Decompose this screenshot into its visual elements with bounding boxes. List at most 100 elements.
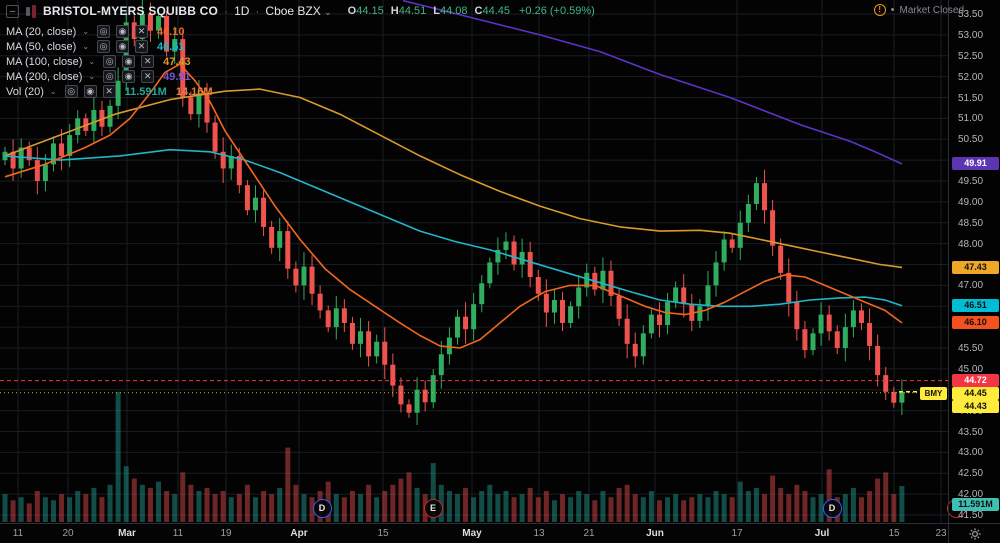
- delayed-data-icon[interactable]: !: [873, 4, 886, 16]
- legend-row-0[interactable]: MA (20, close) ⌄ ◎ ◉ ✕ 46.10: [6, 24, 213, 39]
- candle[interactable]: [317, 285, 323, 319]
- candle[interactable]: [196, 79, 202, 128]
- legend-row-3[interactable]: MA (200, close) ⌄ ◎ ◉ ✕ 49.91: [6, 69, 213, 84]
- candle[interactable]: [640, 325, 646, 365]
- candle[interactable]: [705, 270, 711, 321]
- candle[interactable]: [745, 194, 751, 232]
- candle[interactable]: [899, 379, 905, 416]
- candle[interactable]: [560, 291, 566, 332]
- candle[interactable]: [858, 303, 864, 331]
- candle[interactable]: [164, 11, 170, 57]
- candle[interactable]: [697, 299, 703, 328]
- candle[interactable]: [366, 321, 372, 367]
- candle[interactable]: [850, 300, 856, 338]
- candle[interactable]: [551, 288, 557, 324]
- candle[interactable]: [333, 296, 339, 340]
- candle[interactable]: [34, 146, 40, 195]
- candle[interactable]: [398, 377, 404, 413]
- visibility-icon[interactable]: ◎: [103, 70, 117, 83]
- candle[interactable]: [244, 180, 250, 216]
- remove-icon[interactable]: ✕: [135, 25, 149, 38]
- candle[interactable]: [802, 321, 808, 359]
- candle[interactable]: [762, 169, 768, 224]
- symbol-price-label[interactable]: BMY: [920, 387, 947, 400]
- candle[interactable]: [511, 235, 517, 271]
- candle[interactable]: [358, 317, 364, 358]
- candle[interactable]: [786, 258, 792, 317]
- candle[interactable]: [325, 305, 331, 333]
- legend-row-1[interactable]: MA (50, close) ⌄ ◎ ◉ ✕ 46.51: [6, 39, 213, 54]
- remove-icon[interactable]: ✕: [135, 40, 149, 53]
- candle[interactable]: [422, 380, 428, 412]
- ma-line-ma100[interactable]: [4, 88, 903, 269]
- candle[interactable]: [204, 83, 210, 133]
- candle[interactable]: [810, 328, 816, 356]
- candle[interactable]: [487, 257, 493, 289]
- candle[interactable]: [891, 386, 897, 408]
- candle[interactable]: [252, 185, 258, 223]
- settings-icon[interactable]: ◉: [83, 85, 97, 98]
- candle[interactable]: [269, 220, 275, 254]
- visibility-icon[interactable]: ◎: [64, 85, 78, 98]
- remove-icon[interactable]: ✕: [102, 85, 116, 98]
- candle[interactable]: [75, 110, 81, 144]
- candle[interactable]: [842, 313, 848, 362]
- candle[interactable]: [406, 399, 412, 418]
- ma-line-ma20[interactable]: [4, 63, 903, 349]
- dividend-marker[interactable]: D: [312, 499, 332, 518]
- settings-icon[interactable]: ◉: [122, 55, 136, 68]
- candle[interactable]: [632, 332, 638, 368]
- dividend-marker[interactable]: D: [822, 499, 842, 518]
- visibility-icon[interactable]: ◎: [103, 55, 117, 68]
- candle[interactable]: [220, 137, 226, 183]
- collapse-panel-icon[interactable]: –: [6, 4, 19, 18]
- price-axis[interactable]: 53.50 53.00 52.50 52.00 51.50 51.00 50.50 49.50…: [948, 0, 1000, 523]
- candle[interactable]: [753, 177, 759, 211]
- candle[interactable]: [212, 115, 218, 159]
- candle[interactable]: [867, 308, 873, 361]
- legend-row-4[interactable]: Vol (20) ⌄ ◎ ◉ ✕ 11.591M 14.16M: [6, 84, 213, 99]
- candle[interactable]: [519, 238, 525, 278]
- candle[interactable]: [778, 238, 784, 280]
- candle[interactable]: [390, 353, 396, 397]
- candle[interactable]: [794, 290, 800, 341]
- candle[interactable]: [172, 26, 178, 64]
- candle[interactable]: [818, 302, 824, 346]
- time-axis[interactable]: 11 20 Mar 11 19 Apr 15 May 13 21 Jun 17 Jul 15 23: [0, 523, 948, 543]
- timeframe-selector[interactable]: 1D: [234, 4, 250, 18]
- settings-icon[interactable]: ◉: [116, 25, 130, 38]
- candle[interactable]: [673, 281, 679, 309]
- candle[interactable]: [261, 188, 267, 237]
- candle[interactable]: [309, 255, 315, 305]
- candle[interactable]: [42, 154, 48, 192]
- settings-icon[interactable]: ◉: [122, 70, 136, 83]
- candle[interactable]: [883, 366, 889, 400]
- candle[interactable]: [91, 97, 97, 144]
- candle[interactable]: [446, 327, 452, 365]
- candle[interactable]: [50, 136, 56, 172]
- candle[interactable]: [527, 241, 533, 288]
- candle[interactable]: [59, 129, 65, 171]
- candle[interactable]: [568, 301, 574, 328]
- candle[interactable]: [156, 7, 162, 39]
- candle[interactable]: [293, 261, 299, 293]
- candle[interactable]: [576, 275, 582, 319]
- legend-row-2[interactable]: MA (100, close) ⌄ ◎ ◉ ✕ 47.43: [6, 54, 213, 69]
- candle[interactable]: [277, 217, 283, 262]
- earnings-marker[interactable]: E: [423, 499, 443, 518]
- candle[interactable]: [875, 334, 881, 387]
- candle[interactable]: [543, 279, 549, 327]
- axis-settings-corner[interactable]: [948, 523, 1000, 543]
- visibility-icon[interactable]: ◎: [97, 40, 111, 53]
- candle[interactable]: [236, 147, 242, 194]
- candle[interactable]: [600, 257, 606, 303]
- candle[interactable]: [479, 275, 485, 313]
- candle[interactable]: [454, 309, 460, 345]
- remove-icon[interactable]: ✕: [141, 70, 155, 83]
- candle[interactable]: [341, 299, 347, 333]
- candle[interactable]: [770, 199, 776, 256]
- candle[interactable]: [374, 334, 380, 364]
- candle[interactable]: [834, 325, 840, 355]
- candle[interactable]: [648, 309, 654, 339]
- candle[interactable]: [463, 302, 469, 344]
